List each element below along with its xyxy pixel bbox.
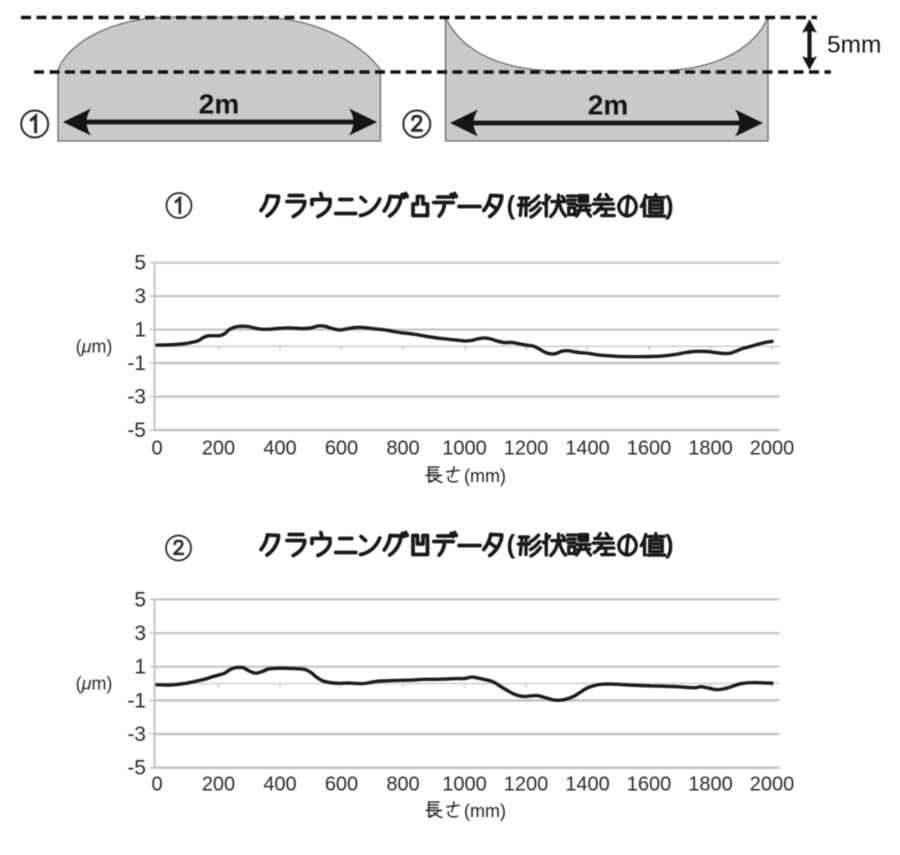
svg-text:-3: -3: [127, 386, 146, 409]
svg-text:2000: 2000: [750, 438, 795, 460]
svg-text:(mm): (mm): [464, 801, 506, 821]
svg-text:1200: 1200: [504, 774, 549, 796]
svg-text:1400: 1400: [565, 438, 610, 460]
svg-text:0: 0: [151, 438, 162, 460]
svg-text:1400: 1400: [565, 774, 610, 796]
svg-text:1: 1: [134, 319, 146, 342]
svg-text:2m: 2m: [199, 89, 239, 120]
svg-text:200: 200: [202, 774, 235, 796]
svg-text:-5: -5: [127, 757, 146, 780]
svg-text:5: 5: [134, 588, 146, 611]
svg-text:): ): [665, 529, 674, 559]
svg-text:600: 600: [325, 438, 358, 460]
svg-text:800: 800: [386, 774, 419, 796]
svg-text:(mm): (mm): [464, 466, 506, 486]
svg-text:): ): [665, 190, 674, 220]
svg-text:1200: 1200: [504, 438, 549, 460]
svg-text:1800: 1800: [688, 438, 733, 460]
svg-text:(μm): (μm): [76, 336, 113, 356]
svg-text:1600: 1600: [627, 774, 672, 796]
svg-text:1800: 1800: [688, 774, 733, 796]
svg-text:(: (: [507, 529, 516, 559]
svg-text:(: (: [507, 190, 516, 220]
svg-text:1: 1: [134, 656, 146, 679]
svg-text:0: 0: [151, 774, 162, 796]
svg-text:400: 400: [263, 774, 296, 796]
svg-text:3: 3: [134, 622, 146, 645]
svg-text:2m: 2m: [588, 90, 628, 121]
svg-text:800: 800: [386, 438, 419, 460]
svg-text:600: 600: [325, 774, 358, 796]
svg-text:-1: -1: [127, 352, 146, 375]
svg-text:2000: 2000: [750, 774, 795, 796]
svg-text:-1: -1: [127, 689, 146, 712]
svg-text:5mm: 5mm: [827, 32, 881, 59]
svg-text:5: 5: [134, 252, 146, 275]
svg-text:1000: 1000: [442, 774, 487, 796]
svg-text:400: 400: [263, 438, 296, 460]
svg-text:1000: 1000: [442, 438, 487, 460]
svg-text:200: 200: [202, 438, 235, 460]
svg-text:3: 3: [134, 285, 146, 308]
svg-text:-3: -3: [127, 723, 146, 746]
svg-text:1600: 1600: [627, 438, 672, 460]
svg-text:-5: -5: [127, 419, 146, 442]
svg-text:(μm): (μm): [76, 674, 113, 694]
